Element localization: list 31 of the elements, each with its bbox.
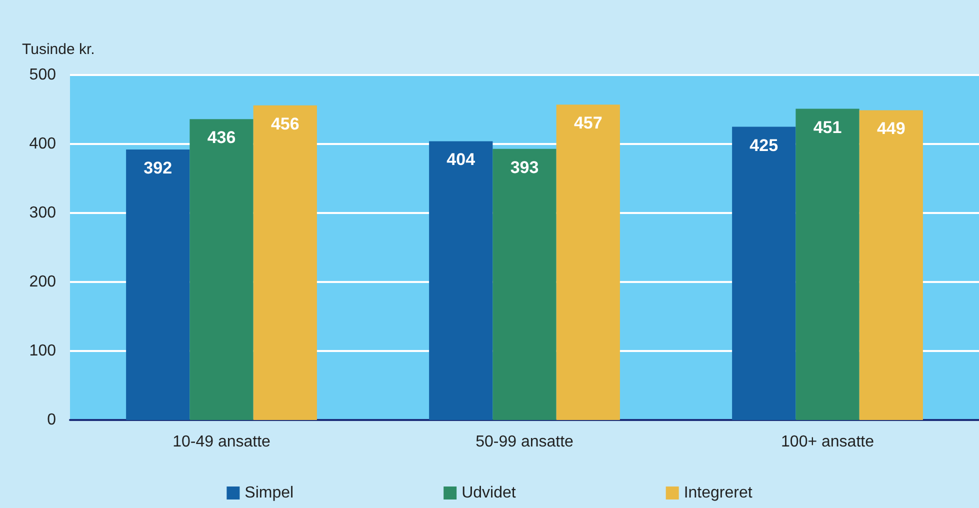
bar — [796, 108, 860, 420]
data-label: 393 — [510, 158, 539, 177]
bar — [859, 110, 923, 420]
data-label: 404 — [446, 150, 476, 170]
data-label: 392 — [144, 158, 172, 178]
bar — [732, 126, 796, 420]
y-tick-label: 300 — [29, 204, 56, 222]
bar — [190, 119, 254, 420]
data-label: 456 — [270, 114, 300, 134]
bar — [492, 148, 556, 420]
y-tick-label: 200 — [29, 274, 56, 290]
bar — [556, 104, 620, 420]
data-label: 436 — [207, 128, 236, 148]
y-tick-label: 500 — [29, 66, 56, 84]
legend-label: Udvidet — [462, 484, 516, 502]
y-tick-label: 100 — [29, 342, 56, 360]
x-tick-label: 100+ ansatte — [781, 434, 874, 450]
y-tick-label: 0 — [47, 412, 56, 428]
data-label: 449 — [876, 119, 906, 138]
bar — [429, 141, 493, 420]
bar — [126, 150, 190, 420]
data-label: 425 — [750, 136, 778, 155]
x-tick-label: 10-49 ansatte — [172, 434, 271, 450]
y-tick-label: 400 — [29, 136, 56, 152]
legend-label: Integreret — [684, 484, 753, 502]
y-axis-title: Tusinde kr. — [22, 41, 95, 58]
bar — [253, 105, 317, 420]
legend-label: Simpel — [244, 484, 294, 502]
data-label: 451 — [813, 118, 842, 137]
data-label: 457 — [574, 114, 602, 133]
x-tick-label: 50-99 ansatte — [476, 434, 574, 450]
